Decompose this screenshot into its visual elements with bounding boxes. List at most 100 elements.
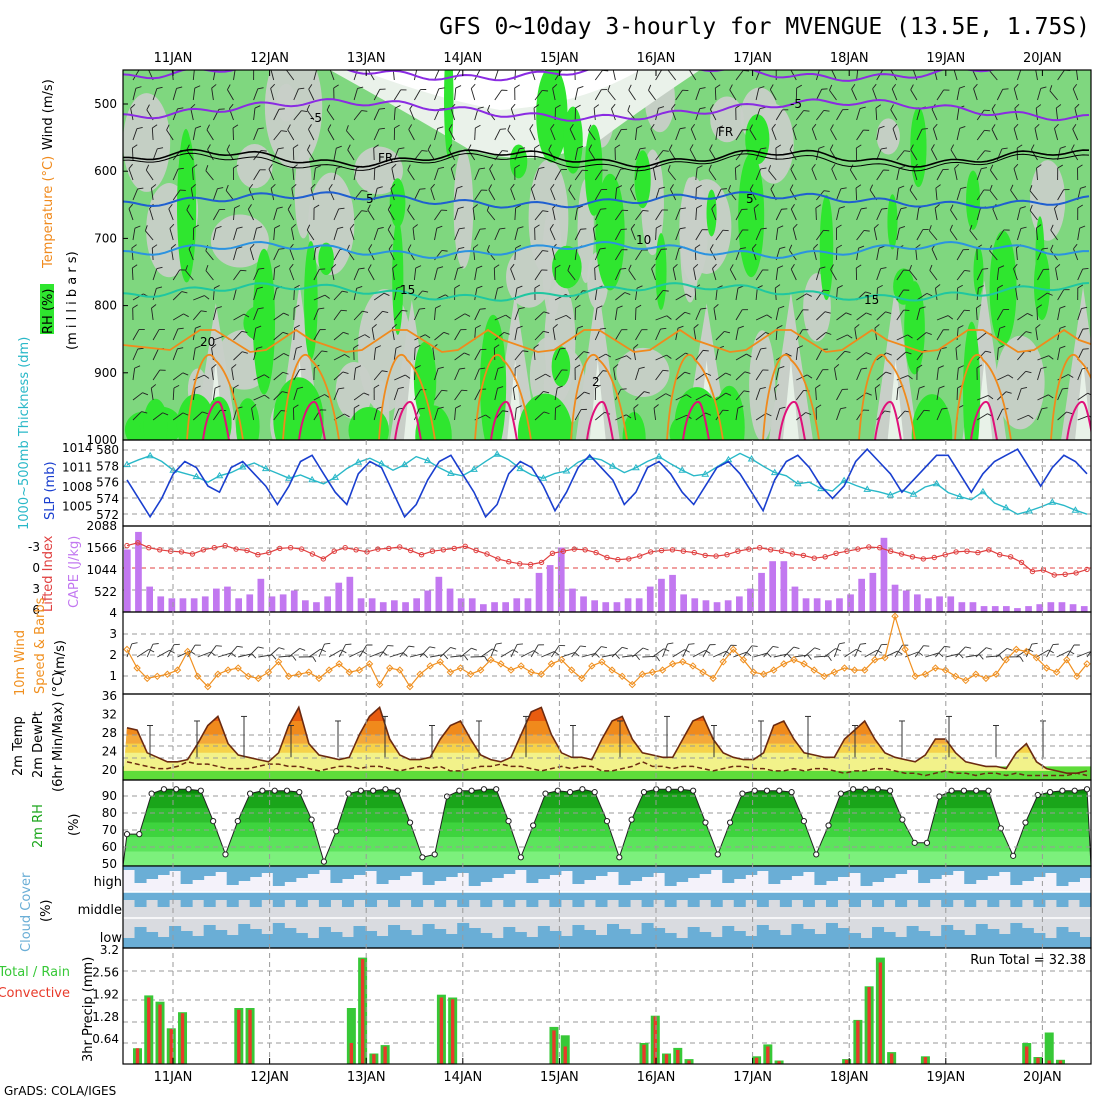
wind-barb bbox=[273, 353, 290, 361]
wind-barb bbox=[755, 387, 766, 401]
wind-barb bbox=[695, 87, 706, 101]
lifted-index-point bbox=[615, 556, 621, 563]
wind10-barb bbox=[510, 643, 523, 658]
wind-barb bbox=[333, 371, 349, 381]
rh2m-point bbox=[886, 787, 894, 794]
wind10-barb bbox=[419, 646, 436, 658]
cape-bar bbox=[502, 602, 509, 612]
wind-barb bbox=[434, 87, 445, 101]
wind-barb bbox=[273, 130, 288, 141]
wind-barb bbox=[273, 265, 281, 281]
wind-barb bbox=[353, 404, 360, 421]
temp2m-tick-label: 32 bbox=[102, 708, 117, 722]
thickness-point bbox=[909, 490, 918, 497]
label-temp2m: 2m Temp bbox=[11, 716, 26, 776]
wind-barb bbox=[855, 144, 862, 161]
wind-barb bbox=[755, 167, 767, 181]
wind-barb bbox=[1037, 292, 1053, 301]
precip-conv-bar bbox=[439, 997, 444, 1064]
rh2m-point bbox=[173, 786, 180, 793]
cloud-mid-bar bbox=[710, 892, 723, 907]
cloud-low-bar bbox=[123, 938, 136, 948]
cloud-low-bar bbox=[722, 926, 735, 948]
wind-barb bbox=[454, 85, 462, 101]
wind-barb bbox=[874, 384, 881, 401]
rh2m-point bbox=[468, 787, 475, 794]
rh2m-point bbox=[283, 787, 291, 794]
wind-barb bbox=[211, 84, 217, 101]
wind-barb bbox=[392, 264, 398, 281]
cloud-mid-bar bbox=[595, 892, 608, 907]
cloud-mid-bar bbox=[491, 892, 504, 900]
wind-barb bbox=[976, 268, 989, 281]
wind-barb bbox=[169, 223, 175, 241]
wind-barb bbox=[292, 144, 299, 161]
rh2m-tick-label: 50 bbox=[102, 857, 117, 871]
cape-bar bbox=[713, 602, 721, 612]
wind-barb bbox=[367, 70, 375, 81]
cloud-high-bar bbox=[733, 866, 746, 879]
cloud-high-bar bbox=[146, 866, 159, 879]
rh2m-point bbox=[493, 786, 500, 793]
cape-bar bbox=[1069, 604, 1077, 612]
cloud-low-bar bbox=[929, 936, 942, 948]
precip-conv-bar bbox=[867, 987, 871, 1064]
dry-patch bbox=[749, 330, 776, 440]
wind-barb bbox=[568, 184, 576, 201]
rh2m-point bbox=[862, 786, 869, 793]
wind-barb bbox=[771, 123, 777, 141]
precip-tick-label: 3.2 bbox=[100, 943, 119, 957]
wind-barb bbox=[615, 292, 631, 301]
lifted-index-point bbox=[342, 545, 348, 551]
cape-bar bbox=[446, 588, 454, 612]
cape-bar bbox=[1058, 602, 1066, 612]
dry-spike-core bbox=[403, 360, 420, 440]
cloud-mid-bar bbox=[514, 892, 527, 900]
wind-barb bbox=[956, 186, 967, 201]
wind-barb bbox=[1036, 164, 1042, 181]
wind-barb bbox=[735, 353, 752, 361]
wind-barb bbox=[749, 184, 757, 201]
lifted-index-point bbox=[287, 545, 294, 551]
wind-barb bbox=[454, 313, 471, 321]
wind-barb bbox=[128, 203, 134, 221]
lifted-index-point bbox=[527, 561, 534, 568]
wind-barb bbox=[872, 83, 878, 101]
cloud-mid-bar bbox=[837, 892, 850, 900]
wind-barb bbox=[688, 70, 697, 81]
wind-barb bbox=[472, 204, 478, 221]
wind10-point bbox=[426, 662, 434, 670]
wind-barb bbox=[976, 350, 992, 361]
wind-barb bbox=[534, 390, 550, 401]
label-cloud: Cloud Cover bbox=[19, 872, 34, 952]
lifted-index-point bbox=[735, 548, 741, 554]
wind-barb bbox=[287, 124, 295, 141]
wind-barb bbox=[554, 369, 568, 381]
cloud-mid-bar bbox=[998, 892, 1011, 900]
wind-barb bbox=[530, 183, 536, 201]
wind-barb bbox=[494, 331, 510, 341]
cloud-low-bar bbox=[618, 929, 631, 948]
dry-patch bbox=[294, 148, 313, 239]
wind-barb bbox=[510, 103, 516, 121]
wind-barb bbox=[554, 385, 563, 401]
wind10-point bbox=[941, 666, 950, 674]
cloud-mid-bar bbox=[192, 892, 205, 900]
wind-barb bbox=[936, 168, 949, 181]
temp2m-tick-label: 36 bbox=[102, 689, 117, 703]
wind10-barb bbox=[369, 651, 388, 658]
temp2m-tick-label: 24 bbox=[102, 745, 117, 759]
wind-barb bbox=[735, 285, 744, 301]
cloud-high-bar bbox=[365, 866, 378, 871]
cape-bar bbox=[580, 596, 587, 612]
thickness-point bbox=[285, 474, 293, 481]
cloud-low-bar bbox=[503, 927, 516, 948]
lifted-index-point bbox=[211, 545, 217, 551]
wind10-point bbox=[951, 672, 960, 681]
cloud-mid-bar bbox=[825, 892, 838, 907]
wind-barb bbox=[876, 125, 885, 141]
wind-barb bbox=[1016, 226, 1027, 241]
wind-barb bbox=[815, 404, 822, 421]
day-label-top: 16JAN bbox=[637, 51, 676, 66]
wind10-barb bbox=[571, 645, 587, 658]
